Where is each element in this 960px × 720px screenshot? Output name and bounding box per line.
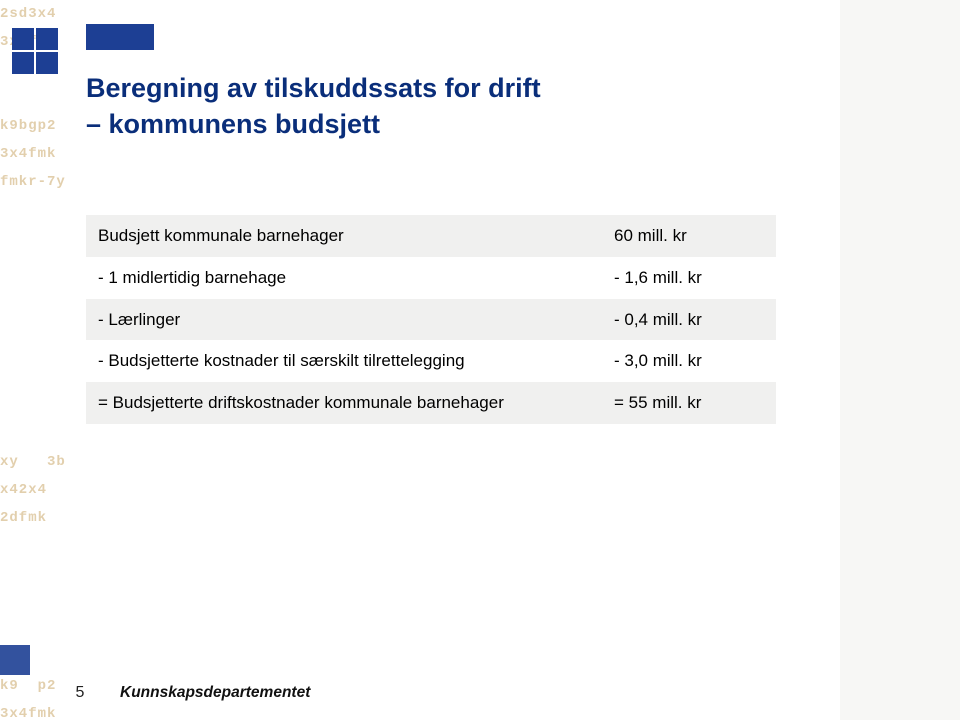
logo-square [12,52,34,74]
table-row: = Budsjetterte driftskostnader kommunale… [86,382,776,424]
title-line-2: – kommunens budsjett [86,109,380,139]
table-row: - Budsjetterte kostnader til særskilt ti… [86,340,776,382]
decorative-left-strip: 2sd3x4 3x4fmk k9bgp2 3x4fmk fmkr-7y xy 3… [0,0,68,720]
table-row: Budsjett kommunale barnehager 60 mill. k… [86,215,776,257]
title-accent-bar [86,24,154,50]
row-value: - 0,4 mill. kr [614,308,764,332]
budget-table: Budsjett kommunale barnehager 60 mill. k… [86,215,776,424]
title-line-1: Beregning av tilskuddssats for drift [86,73,541,103]
slide-content: Beregning av tilskuddssats for drift – k… [68,0,840,720]
table-row: - Lærlinger - 0,4 mill. kr [86,299,776,341]
row-value: = 55 mill. kr [614,391,764,415]
row-label: - 1 midlertidig barnehage [98,266,614,290]
page-title: Beregning av tilskuddssats for drift – k… [86,70,700,143]
logo-square [36,52,58,74]
math-background-text: 2sd3x4 3x4fmk k9bgp2 3x4fmk fmkr-7y xy 3… [0,0,68,720]
row-label: = Budsjetterte driftskostnader kommunale… [98,391,614,415]
page-number: 5 [68,684,92,702]
department-name: Kunnskapsdepartementet [120,684,310,702]
row-value: - 3,0 mill. kr [614,349,764,373]
table-row: - 1 midlertidig barnehage - 1,6 mill. kr [86,257,776,299]
logo-square [0,645,30,675]
logo-square [12,28,34,50]
row-label: Budsjett kommunale barnehager [98,224,614,248]
logo-square [36,28,58,50]
row-label: - Budsjetterte kostnader til særskilt ti… [98,349,614,373]
row-value: - 1,6 mill. kr [614,266,764,290]
row-label: - Lærlinger [98,308,614,332]
decorative-right-strip [840,0,960,720]
row-value: 60 mill. kr [614,224,764,248]
slide-footer: 5 Kunnskapsdepartementet [68,684,310,702]
